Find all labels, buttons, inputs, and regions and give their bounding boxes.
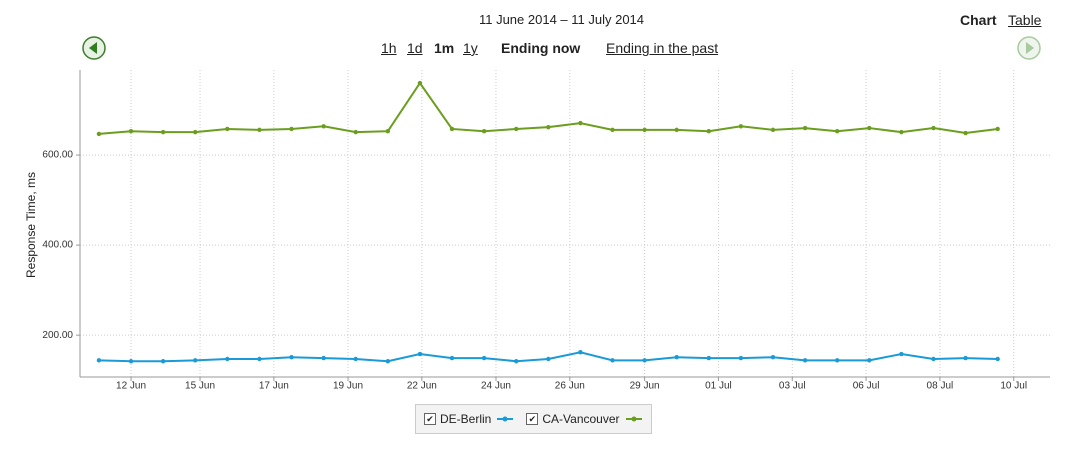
x-tick-label: 22 Jun <box>407 381 437 392</box>
legend-dot <box>502 416 508 422</box>
y-axis-label: Response Time, ms <box>24 172 38 278</box>
data-point <box>481 129 487 134</box>
data-point <box>546 124 551 130</box>
range-link[interactable]: 1h <box>381 40 397 56</box>
data-point <box>128 129 134 134</box>
data-point <box>160 359 166 364</box>
data-point <box>96 131 102 137</box>
legend-symbol <box>625 416 642 422</box>
data-point <box>931 356 936 362</box>
mode-current[interactable]: Ending now <box>501 40 581 56</box>
data-point <box>449 126 455 132</box>
data-point <box>995 126 1000 132</box>
x-tick-label: 19 Jun <box>333 381 363 392</box>
data-point <box>610 127 615 133</box>
data-point <box>770 127 776 133</box>
data-point <box>514 359 519 364</box>
data-point <box>96 358 102 363</box>
data-point <box>963 355 968 361</box>
data-point <box>834 129 840 134</box>
legend-checkbox[interactable]: ✔ <box>424 413 436 425</box>
data-point <box>353 356 358 362</box>
data-point <box>931 125 936 131</box>
data-point <box>289 354 294 360</box>
data-point <box>674 354 679 360</box>
data-point <box>738 355 744 361</box>
data-point <box>706 129 711 134</box>
x-tick-label: 06 Jul <box>853 381 880 392</box>
data-point <box>867 358 872 363</box>
prev-button[interactable] <box>81 35 107 61</box>
data-point <box>578 120 583 126</box>
range-link[interactable]: 1d <box>407 40 423 56</box>
data-point <box>802 358 808 363</box>
data-point <box>289 126 294 132</box>
data-point <box>867 125 872 131</box>
data-point <box>642 127 647 133</box>
data-point <box>834 358 840 363</box>
data-point <box>225 126 230 132</box>
x-tick-label: 03 Jul <box>779 381 806 392</box>
data-point <box>481 355 487 361</box>
x-tick-label: 10 Jul <box>1000 381 1027 392</box>
y-tick-label: 600.00 <box>42 150 73 161</box>
data-point <box>193 358 198 363</box>
data-point <box>770 354 776 360</box>
data-point <box>642 358 647 363</box>
data-point <box>417 80 423 86</box>
period-title: 11 June 2014 – 11 July 2014 <box>478 12 645 27</box>
x-tick-label: 26 Jun <box>555 381 585 392</box>
data-point <box>385 359 391 364</box>
range-current[interactable]: 1m <box>434 40 455 56</box>
data-point <box>674 127 679 133</box>
data-point <box>802 125 808 131</box>
y-tick-label: 200.00 <box>42 330 73 341</box>
range-link[interactable]: 1y <box>463 40 478 56</box>
legend: ✔ DE-Berlin ✔ CA-Vancouver <box>415 404 652 434</box>
chart: Response Time, ms 200.00 400.00 600.00 12 J… <box>24 70 1050 392</box>
data-point <box>610 358 615 363</box>
data-point <box>257 127 262 133</box>
data-point <box>578 350 583 355</box>
legend-symbol <box>497 416 514 422</box>
legend-checkbox[interactable]: ✔ <box>526 413 539 425</box>
data-point <box>706 355 711 361</box>
x-tick-label: 12 Jun <box>116 381 146 392</box>
data-point <box>385 129 391 134</box>
legend-label: CA-Vancouver <box>542 412 620 426</box>
x-tick-label: 15 Jun <box>185 381 215 392</box>
data-point <box>449 355 455 361</box>
legend-item[interactable]: ✔ DE-Berlin <box>424 412 514 426</box>
data-point <box>899 129 904 135</box>
data-point <box>417 351 423 357</box>
data-point <box>257 356 262 362</box>
x-tick-label: 08 Jul <box>927 381 954 392</box>
data-point <box>995 356 1000 362</box>
data-point <box>321 124 326 129</box>
x-tick-label: 01 Jul <box>705 381 732 392</box>
view-table[interactable]: Table <box>1008 12 1042 28</box>
x-tick-label: 17 Jun <box>259 381 289 392</box>
legend-label: DE-Berlin <box>440 412 492 426</box>
data-point <box>321 355 326 361</box>
legend-dot <box>631 416 637 422</box>
data-point <box>225 356 230 362</box>
next-button[interactable] <box>1016 35 1042 61</box>
data-point <box>353 129 358 135</box>
mode-link[interactable]: Ending in the past <box>606 40 719 56</box>
data-point <box>546 356 551 362</box>
data-point <box>193 129 198 135</box>
data-point <box>963 130 968 136</box>
view-chart[interactable]: Chart <box>960 12 997 28</box>
data-point <box>514 126 519 132</box>
data-point <box>128 359 134 364</box>
data-point <box>738 124 744 129</box>
data-point <box>160 129 166 135</box>
x-tick-label: 29 Jun <box>630 381 660 392</box>
x-tick-label: 24 Jun <box>481 381 511 392</box>
y-tick-label: 400.00 <box>42 240 73 251</box>
legend-item[interactable]: ✔ CA-Vancouver <box>526 412 642 426</box>
data-point <box>899 351 904 357</box>
